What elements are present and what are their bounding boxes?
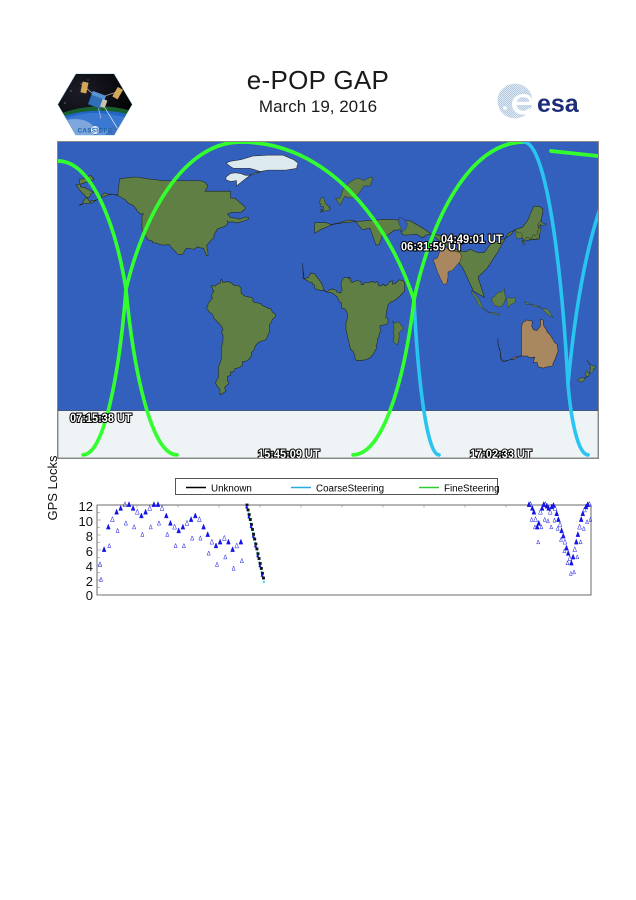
- svg-text:15:45:09 UT: 15:45:09 UT: [258, 449, 320, 458]
- svg-text:04:49:01 UT: 04:49:01 UT: [441, 234, 503, 246]
- svg-text:CoarseSteering: CoarseSteering: [316, 483, 384, 494]
- svg-text:esa: esa: [537, 90, 580, 118]
- svg-text:FineSteering: FineSteering: [444, 483, 500, 494]
- svg-text:CASSIOPE: CASSIOPE: [78, 128, 113, 135]
- svg-text:17:02:33 UT: 17:02:33 UT: [470, 449, 532, 458]
- svg-text:Unknown: Unknown: [211, 483, 252, 494]
- svg-text:07:15:38 UT: 07:15:38 UT: [70, 413, 132, 425]
